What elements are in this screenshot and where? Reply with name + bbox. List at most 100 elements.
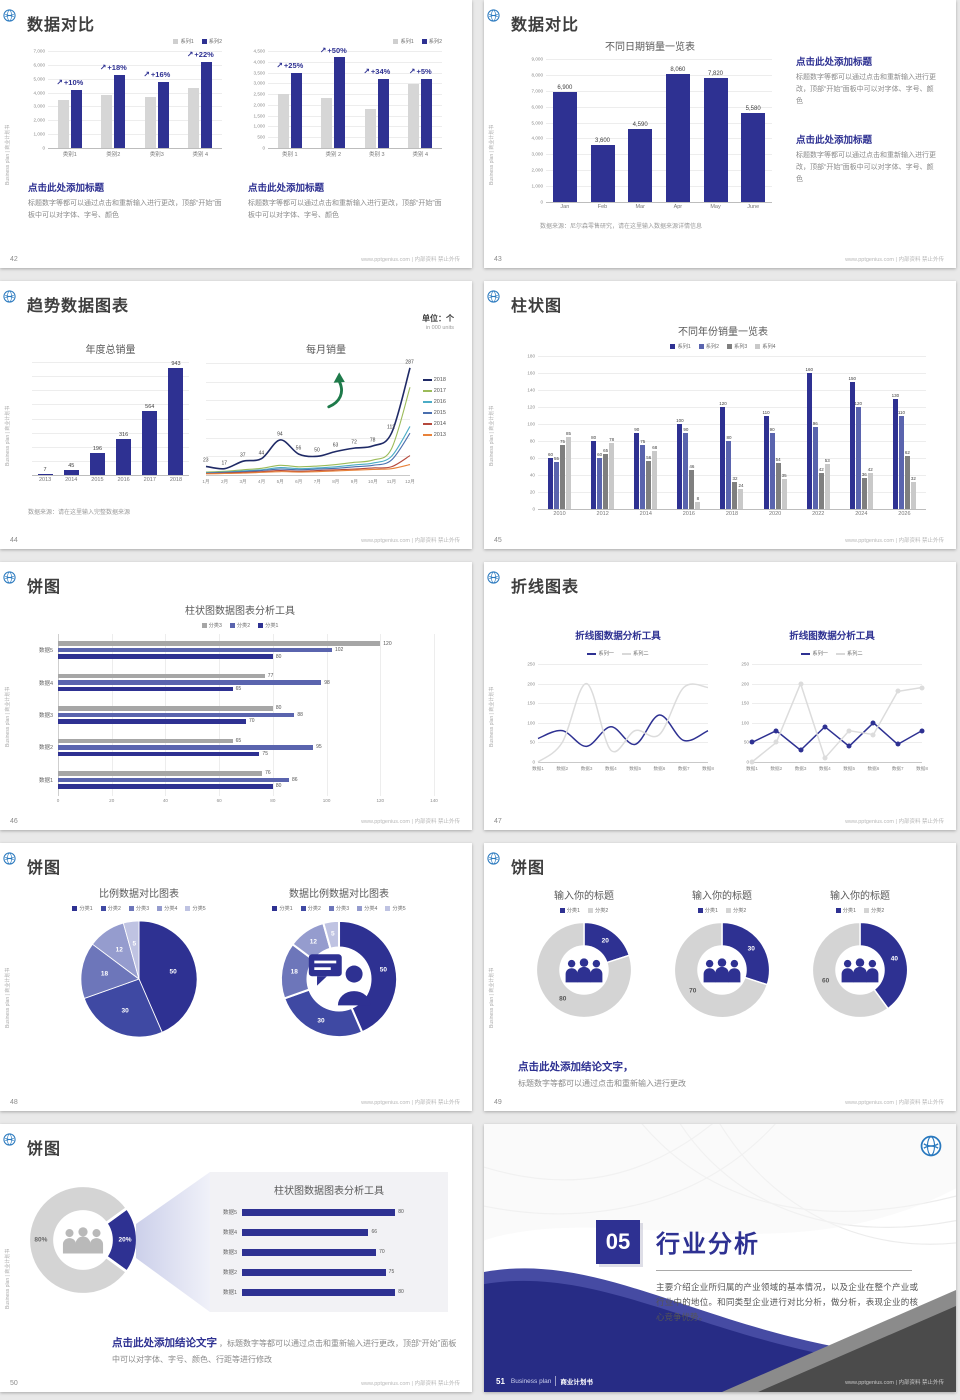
- bar-value-label: 98: [324, 679, 330, 686]
- bar-value-label: 80: [275, 705, 282, 712]
- bar-value-label: 24: [738, 482, 744, 488]
- y-axis-tick: 2,000: [253, 102, 266, 108]
- legend-item: 系列1: [393, 38, 414, 45]
- gridline: [32, 446, 189, 448]
- gridline: [268, 148, 442, 149]
- slide-51[interactable]: 05 行业分析 主要介绍企业所归属的产业领域的基本情况，以及企业在整个产业或行业…: [484, 1124, 956, 1392]
- bar-value-label: 110: [762, 409, 770, 415]
- pie-body: 40 60: [810, 920, 910, 1020]
- growth-label: ↗+16%: [143, 69, 171, 79]
- bar: 80: [591, 435, 596, 509]
- category-label: 数据3: [38, 712, 53, 719]
- gridline: [546, 186, 772, 188]
- gridline: [538, 742, 708, 744]
- gridline: [48, 106, 222, 108]
- brand-logo-icon: [487, 9, 500, 22]
- slide-46[interactable]: Business plan | 商业计划书 饼图 柱状图数据图表分析工具 分类3 分…: [0, 562, 472, 830]
- gridline: [48, 92, 222, 94]
- bar-value-label: 32: [732, 475, 738, 481]
- gridline: [206, 363, 410, 364]
- bar: 75: [640, 439, 645, 509]
- y-axis-tick: 7,000: [531, 88, 544, 94]
- gridline: [48, 64, 222, 66]
- legend-item: 分类3: [328, 905, 349, 912]
- bar-group: 316 2016: [111, 362, 137, 483]
- plot-inner: 250 200 150 100 50 0: [741, 662, 925, 765]
- slide-title: 饼图: [27, 579, 62, 596]
- slide-49[interactable]: Business plan | 商业计划书 饼图 输入你的标题 分类1 分类2 20 8…: [484, 843, 956, 1111]
- x-axis-tick: 2016: [117, 477, 130, 483]
- watermark: www.pptgenius.com | 内部资料 禁止外传: [361, 1381, 460, 1387]
- slice-value-label: 20: [601, 937, 609, 945]
- bar-group: 类别2 ↗+18%: [92, 51, 136, 158]
- data-point: [798, 747, 804, 753]
- bar-value-label: 110: [897, 409, 906, 415]
- gridline: [546, 170, 772, 172]
- gridline: [206, 437, 410, 439]
- plot-area: 250 200 150 100 50 0 数据1 数据2 数据3 数据4 数据5 数据6 数据7 数据8: [522, 660, 714, 774]
- y-axis-tick: 4,000: [531, 135, 544, 141]
- y-axis-tick: 3,000: [253, 80, 266, 86]
- bar: [421, 79, 433, 148]
- slice-value-label: 12: [115, 946, 123, 954]
- chart-title: 比例数据对比图表: [99, 889, 179, 900]
- slide-45[interactable]: Business plan | 商业计划书 柱状图 不同年份销量一览表 系列1 系列…: [484, 281, 956, 549]
- slide-47[interactable]: Business plan | 商业计划书 折线图表 折线图数据分析工具 系列一系…: [484, 562, 956, 830]
- y-axis-tick: 250: [741, 661, 749, 667]
- slide-43[interactable]: Business plan | 商业计划书 数据对比 不同日期销量一览表 9,00…: [484, 0, 956, 268]
- watermark: www.pptgenius.com | 内部资料 禁止外传: [845, 257, 944, 263]
- chart-title: 折线图数据分析工具: [789, 631, 875, 642]
- bar: 24: [738, 483, 743, 509]
- gridline: [538, 664, 708, 665]
- y-axis-tick: 2,000: [531, 167, 544, 173]
- bar-row: 数据2 65 95 75: [39, 738, 434, 757]
- donut-chart: 输入你的标题 分类1 分类2 20 80: [518, 887, 650, 1053]
- bar: 90: [683, 427, 688, 509]
- brand-logo-icon: [920, 1135, 942, 1157]
- unit-note: 单位：个 in 000 units: [422, 313, 454, 331]
- x-axis-tick: 140: [430, 798, 438, 803]
- chart-legend: 分类3 分类2 分类1: [30, 622, 450, 629]
- bar-groups: 60 55 75 85 2010 80 60 65 78 2012 90 75 56 68 2014 100 9…: [538, 356, 926, 517]
- grouped-bar-chart: 系列1 系列2 4,500 4,000 3,500 3,000 2,500 2,000 1,50…: [246, 36, 446, 160]
- slide-44[interactable]: Business plan | 商业计划书 趋势数据图表 单位：个 in 000…: [0, 281, 472, 549]
- x-axis-tick: 2018: [725, 511, 739, 517]
- unit-sublabel: in 000 units: [425, 325, 454, 331]
- bar-value-label: 60: [548, 452, 554, 457]
- chart-title: 不同年份销量一览表: [678, 327, 768, 338]
- bar-value-label: 160: [805, 367, 813, 373]
- plot-area: 180 160 140 120 100 80 60 40 20 0 60 55 75 85 2010 80 60…: [516, 353, 930, 521]
- bar: 42: [868, 467, 873, 509]
- legend-item: 系列3: [727, 343, 747, 350]
- bar-value-label: 80: [591, 435, 597, 441]
- legend-swatch-icon: [588, 908, 593, 913]
- up-arrow-icon: ↗: [276, 60, 283, 70]
- side-label: Business plan | 商业计划书: [5, 405, 11, 466]
- bar: [144, 96, 156, 148]
- point-value-label: 44: [258, 450, 265, 457]
- bar: 80: [58, 783, 281, 789]
- bar-group: 45 2014: [58, 362, 84, 483]
- bar: 943: [168, 361, 184, 475]
- chart-legend: 分类1 分类2 分类3 分类4 分类5: [250, 905, 428, 912]
- slide-50[interactable]: Business plan | 商业计划书 饼图 20% 80% 柱状图数据图表分…: [0, 1124, 472, 1392]
- page-number: 43: [494, 256, 502, 263]
- y-axis-tick: 5,000: [33, 76, 46, 82]
- brand-logo-icon: [3, 852, 16, 865]
- up-arrow-icon: ↗: [56, 77, 63, 87]
- slide-48[interactable]: Business plan | 商业计划书 饼图 比例数据对比图表 分类1 分类2 分…: [0, 843, 472, 1111]
- gridline: [268, 126, 442, 128]
- slide-42[interactable]: Business plan | 商业计划书 数据对比 系列1 系列2 7,000 6,…: [0, 0, 472, 268]
- bar-value-label: 54: [775, 457, 781, 463]
- bar-rows: 数据5 120 102 80 数据4 77 98 65 数据3 80 88 70 数据2 65 95 75 数据…: [39, 634, 434, 796]
- bar-value-label: 6,900: [557, 85, 573, 92]
- bar-row: 数据2 75: [223, 1268, 424, 1276]
- pie-body: 50 30 18 12 5: [278, 918, 400, 1040]
- legend-swatch-icon: [622, 652, 631, 655]
- watermark: www.pptgenius.com | 内部资料 禁止外传: [845, 538, 944, 544]
- chart-legend: 系列1 系列2: [26, 38, 226, 45]
- bar-value-label: 70: [249, 718, 255, 725]
- brand-logo-icon: [3, 9, 16, 22]
- gridline: [538, 683, 708, 685]
- y-axis-tick: 200: [527, 681, 535, 687]
